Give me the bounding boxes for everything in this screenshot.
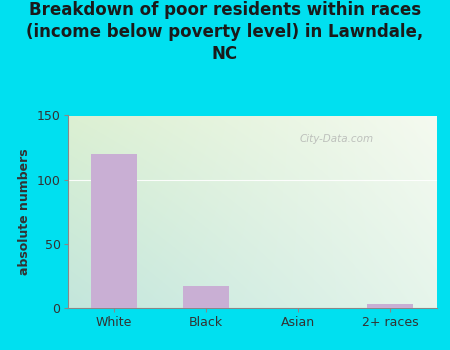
Bar (183, 286, 229, 308)
Text: City-Data.com: City-Data.com (300, 134, 374, 143)
Bar (367, 304, 414, 308)
Y-axis label: absolute numbers: absolute numbers (18, 148, 31, 275)
Text: Breakdown of poor residents within races
(income below poverty level) in Lawndal: Breakdown of poor residents within races… (27, 1, 423, 63)
Bar (90, 154, 137, 308)
